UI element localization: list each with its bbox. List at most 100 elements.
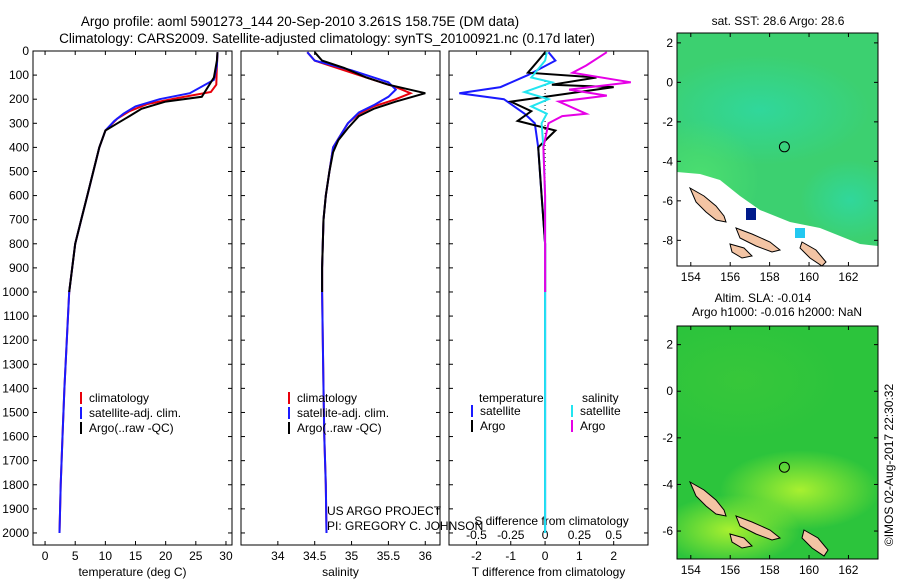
temperature-series-satellite-adj-clim- <box>58 52 219 534</box>
temperature-xtick-label: 20 <box>159 549 173 563</box>
sst-map-frame <box>676 32 879 267</box>
temperature-xtick-label: 25 <box>189 549 203 563</box>
difference-xtick-label: -1 <box>505 549 516 563</box>
salinity-xtick-label: 34.5 <box>303 549 327 563</box>
temperature-xlabel: temperature (deg C) <box>78 565 186 579</box>
depth-tick-label: 1700 <box>2 454 29 468</box>
sla-xtick-label: 154 <box>681 563 701 577</box>
salinity-xtick-label: 35 <box>345 549 359 563</box>
depth-tick-label: 1200 <box>2 333 29 347</box>
temperature-xtick-label: 10 <box>99 549 113 563</box>
timestamp-label: ©IMOS 02-Aug-2017 22:30:32 <box>882 384 896 547</box>
depth-tick-label: 200 <box>9 92 29 106</box>
difference-series-t-argo <box>507 51 614 292</box>
difference-xtick-label: 2 <box>610 549 617 563</box>
sst-ytick-label: -2 <box>662 115 673 129</box>
depth-tick-label: 1800 <box>2 478 29 492</box>
salinity-xtick-label: 34 <box>271 549 285 563</box>
depth-tick-label: 1100 <box>3 309 29 323</box>
difference-legend-title-temperature: temperature <box>479 391 544 405</box>
temperature-legend-label: satellite-adj. clim. <box>89 406 181 420</box>
temperature-plot-frame <box>32 50 233 546</box>
salinity-xlabel: salinity <box>322 565 359 579</box>
sst-map-axes: 154 156 158 160 162 2 0 -2 -4 -6 -8 <box>662 33 878 284</box>
difference-series-s-argo <box>542 51 631 292</box>
sst-ytick-label: -8 <box>662 233 673 247</box>
depth-tick-label: 800 <box>9 237 29 251</box>
sst-xtick-label: 154 <box>681 270 701 284</box>
depth-tick-label: 1500 <box>2 405 29 419</box>
depth-tick-label: 700 <box>9 213 29 227</box>
sst-ytick-label: 2 <box>666 36 673 50</box>
sla-island-small <box>729 533 754 549</box>
depth-tick-label: 1900 <box>2 502 29 516</box>
sla-island-malaita <box>801 529 829 557</box>
sst-cool-patch <box>800 160 878 240</box>
sla-ytick-label: 0 <box>666 384 673 398</box>
sst-island-choiseul <box>688 186 727 223</box>
sla-ytick-label: -6 <box>662 524 673 538</box>
difference-top-tick-label: 0 <box>542 528 549 542</box>
difference-legend-label: Argo <box>480 419 506 433</box>
depth-tick-label: 0 <box>22 44 29 58</box>
sst-argo-location-marker <box>778 141 790 153</box>
difference-legend-label: satellite <box>480 404 521 418</box>
sst-map: 154 156 158 160 162 2 0 -2 -4 -6 -8 <box>662 32 879 284</box>
sst-xtick-label: 162 <box>838 270 858 284</box>
difference-top-tick-label: -0.5 <box>466 528 487 542</box>
figure-title-line2: Climatology: CARS2009. Satellite-adjuste… <box>59 31 595 46</box>
sla-map-title: Altim. SLA: -0.014 <box>715 291 812 305</box>
difference-legend-label: satellite <box>580 404 621 418</box>
temperature-legend-label: Argo(..raw -QC) <box>89 421 174 435</box>
difference-xlabel: T difference from climatology <box>472 565 626 579</box>
temperature-series-argo-raw-qc- <box>68 52 219 293</box>
sla-xtick-label: 162 <box>838 563 858 577</box>
sst-island-small <box>729 243 754 259</box>
difference-legend-label: Argo <box>580 419 606 433</box>
salinity-legend-label: satellite-adj. clim. <box>297 406 389 420</box>
temperature-panel: 0100200300400500600700800900100011001200… <box>2 44 233 579</box>
temperature-xtick-label: 5 <box>72 549 79 563</box>
salinity-xtick-label: 36 <box>419 549 433 563</box>
temperature-xtick-label: 30 <box>219 549 233 563</box>
sla-map-frame <box>676 325 879 560</box>
difference-xtick-label: 0 <box>542 549 549 563</box>
sla-ytick-label: -2 <box>662 431 673 445</box>
difference-top-tick-label: 0.5 <box>605 528 622 542</box>
salinity-panel: 34 34.5 35 35.5 36 salinity climatologysatelli… <box>240 50 483 579</box>
figure-title-line1: Argo profile: aoml 5901273_144 20-Sep-20… <box>81 14 519 29</box>
sst-ytick-label: -6 <box>662 194 673 208</box>
depth-tick-label: 1600 <box>2 430 29 444</box>
sst-island-isabel <box>735 227 782 253</box>
temperature-series-climatology <box>58 52 219 534</box>
difference-xtick-label: -2 <box>471 549 482 563</box>
sla-map-subtitle: Argo h1000: -0.016 h2000: NaN <box>692 305 862 319</box>
sst-missing-data-region <box>677 172 878 266</box>
depth-tick-label: 400 <box>9 140 29 154</box>
depth-tick-label: 1400 <box>2 381 29 395</box>
salinity-legend-label: climatology <box>297 391 357 405</box>
sst-blue-cell <box>746 208 756 220</box>
sst-xtick-label: 160 <box>799 270 819 284</box>
difference-top-tick-label: 0.25 <box>568 528 592 542</box>
depth-tick-label: 2000 <box>2 526 29 540</box>
depth-tick-label: 600 <box>9 189 29 203</box>
sst-map-title: sat. SST: 28.6 Argo: 28.6 <box>712 14 845 28</box>
difference-top-tick-label: -0.25 <box>497 528 525 542</box>
sst-ytick-label: -4 <box>662 154 673 168</box>
difference-legend-title-salinity: salinity <box>582 391 619 405</box>
temperature-legend-label: climatology <box>89 391 149 405</box>
depth-tick-label: 1000 <box>2 285 29 299</box>
sla-ytick-label: 2 <box>666 338 673 352</box>
sla-xtick-label: 156 <box>720 563 740 577</box>
depth-tick-label: 900 <box>9 261 29 275</box>
salinity-xtick-label: 35.5 <box>377 549 401 563</box>
sla-green-patch <box>677 326 840 440</box>
salinity-legend-label: Argo(..raw -QC) <box>297 421 382 435</box>
sst-cyan-cell <box>795 228 805 238</box>
depth-tick-label: 1300 <box>2 357 29 371</box>
sst-island-malaita <box>799 241 827 266</box>
sla-island-isabel <box>735 515 782 541</box>
sst-xtick-label: 156 <box>720 270 740 284</box>
